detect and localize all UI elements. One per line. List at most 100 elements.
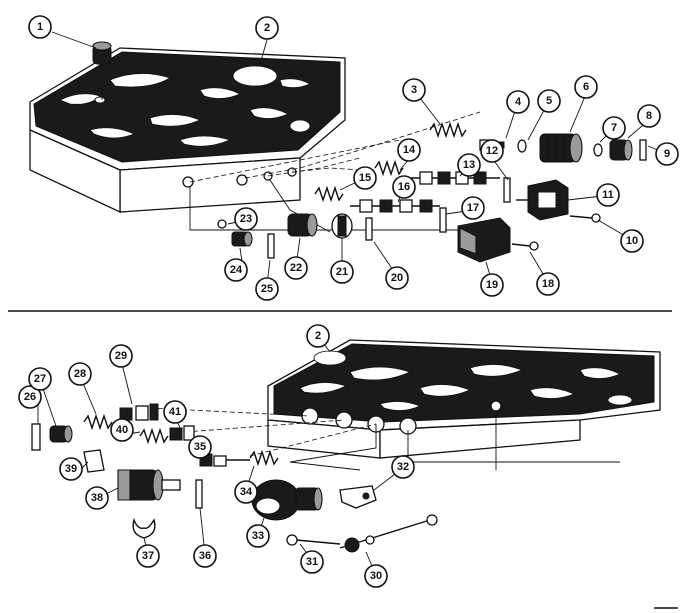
part-8-plug [609, 139, 633, 161]
part-29-valve [119, 403, 159, 421]
svg-text:6: 6 [583, 81, 589, 93]
part-16-valve [350, 199, 440, 213]
part-28-spring [83, 413, 113, 431]
part-5-ring [517, 139, 527, 153]
part-32-bracket [339, 485, 377, 509]
svg-text:24: 24 [230, 264, 243, 276]
part-22-sleeve [287, 213, 318, 237]
part-6-sleeve [539, 133, 583, 163]
svg-text:19: 19 [486, 279, 498, 291]
callout-15: 15 [353, 166, 377, 190]
callout-11: 11 [596, 183, 620, 207]
part-18-bolt [511, 241, 539, 251]
callout-30: 30 [364, 564, 388, 588]
callout-38: 38 [85, 486, 109, 510]
callout-26: 26 [18, 385, 42, 409]
callout-5: 5 [537, 89, 561, 113]
svg-text:26: 26 [24, 391, 36, 403]
svg-text:39: 39 [65, 463, 77, 475]
svg-text:29: 29 [115, 350, 127, 362]
callout-31: 31 [300, 550, 324, 574]
callout-19: 19 [480, 273, 504, 297]
svg-text:7: 7 [611, 122, 617, 134]
callout-18: 18 [536, 272, 560, 296]
part-15-spring [314, 185, 344, 203]
svg-text:10: 10 [626, 235, 638, 247]
part-12-pin [503, 177, 511, 203]
callout-12: 12 [480, 139, 504, 163]
part-27-plug [49, 425, 73, 443]
part-34-spring [249, 449, 279, 467]
part-7-ring [593, 143, 603, 157]
callout-21: 21 [330, 260, 354, 284]
callout-39: 39 [59, 457, 83, 481]
part-19-solenoid [457, 217, 511, 263]
svg-text:30: 30 [370, 570, 382, 582]
svg-text:3: 3 [411, 84, 417, 96]
svg-text:34: 34 [240, 486, 253, 498]
callout-10: 10 [620, 229, 644, 253]
callout-33: 33 [246, 524, 270, 548]
callout-29: 29 [109, 344, 133, 368]
callout-3: 3 [402, 78, 426, 102]
part-23-ball [217, 219, 227, 229]
callout-6: 6 [574, 75, 598, 99]
callout-36: 36 [193, 544, 217, 568]
callout-34: 34 [234, 480, 258, 504]
svg-text:8: 8 [646, 110, 652, 122]
part-3-spring [429, 121, 467, 139]
callout-17: 17 [461, 196, 485, 220]
part-40-spring [139, 427, 169, 445]
svg-text:18: 18 [542, 278, 554, 290]
svg-text:13: 13 [463, 159, 475, 171]
part-38-solenoid [117, 469, 181, 501]
callout-7: 7 [602, 116, 626, 140]
part-1-cap [92, 41, 112, 100]
callout-16: 16 [392, 175, 416, 199]
svg-text:22: 22 [290, 262, 302, 274]
callout-1: 1 [28, 15, 52, 39]
svg-text:25: 25 [261, 283, 273, 295]
svg-text:5: 5 [546, 95, 552, 107]
svg-text:2: 2 [315, 330, 321, 342]
part-21-plug [331, 213, 353, 239]
svg-text:20: 20 [391, 272, 403, 284]
part-31-bolt [286, 534, 341, 546]
part-10-bolt [569, 213, 601, 223]
part-13-valve [410, 171, 500, 185]
svg-text:36: 36 [199, 550, 211, 562]
part-33-solenoid [251, 479, 323, 521]
svg-text:35: 35 [194, 441, 206, 453]
svg-text:33: 33 [252, 530, 264, 542]
callout-22: 22 [284, 256, 308, 280]
svg-text:37: 37 [142, 550, 154, 562]
svg-text:41: 41 [169, 406, 181, 418]
svg-text:11: 11 [602, 189, 614, 201]
svg-text:38: 38 [91, 492, 103, 504]
callout-20: 20 [385, 266, 409, 290]
svg-text:9: 9 [664, 148, 670, 160]
callout-35: 35 [188, 435, 212, 459]
svg-text:17: 17 [467, 202, 479, 214]
svg-text:40: 40 [116, 424, 128, 436]
callout-40: 40 [110, 418, 134, 442]
callout-4: 4 [506, 90, 530, 114]
svg-text:32: 32 [397, 461, 409, 473]
callout-13: 13 [457, 153, 481, 177]
part-36-pin [195, 479, 203, 509]
svg-text:23: 23 [240, 213, 252, 225]
callout-25: 25 [255, 277, 279, 301]
callout-23: 23 [234, 207, 258, 231]
svg-text:12: 12 [486, 145, 498, 157]
callout-41: 41 [163, 400, 187, 424]
svg-text:28: 28 [74, 368, 86, 380]
callout-27: 27 [28, 367, 52, 391]
part-17-pin [439, 207, 447, 233]
callout-8: 8 [637, 104, 661, 128]
svg-text:27: 27 [34, 373, 46, 385]
part-24-valve [231, 231, 253, 247]
part-26-pin [31, 423, 41, 451]
callout-32: 32 [391, 455, 415, 479]
callout-28: 28 [68, 362, 92, 386]
part-14-spring [374, 159, 404, 177]
